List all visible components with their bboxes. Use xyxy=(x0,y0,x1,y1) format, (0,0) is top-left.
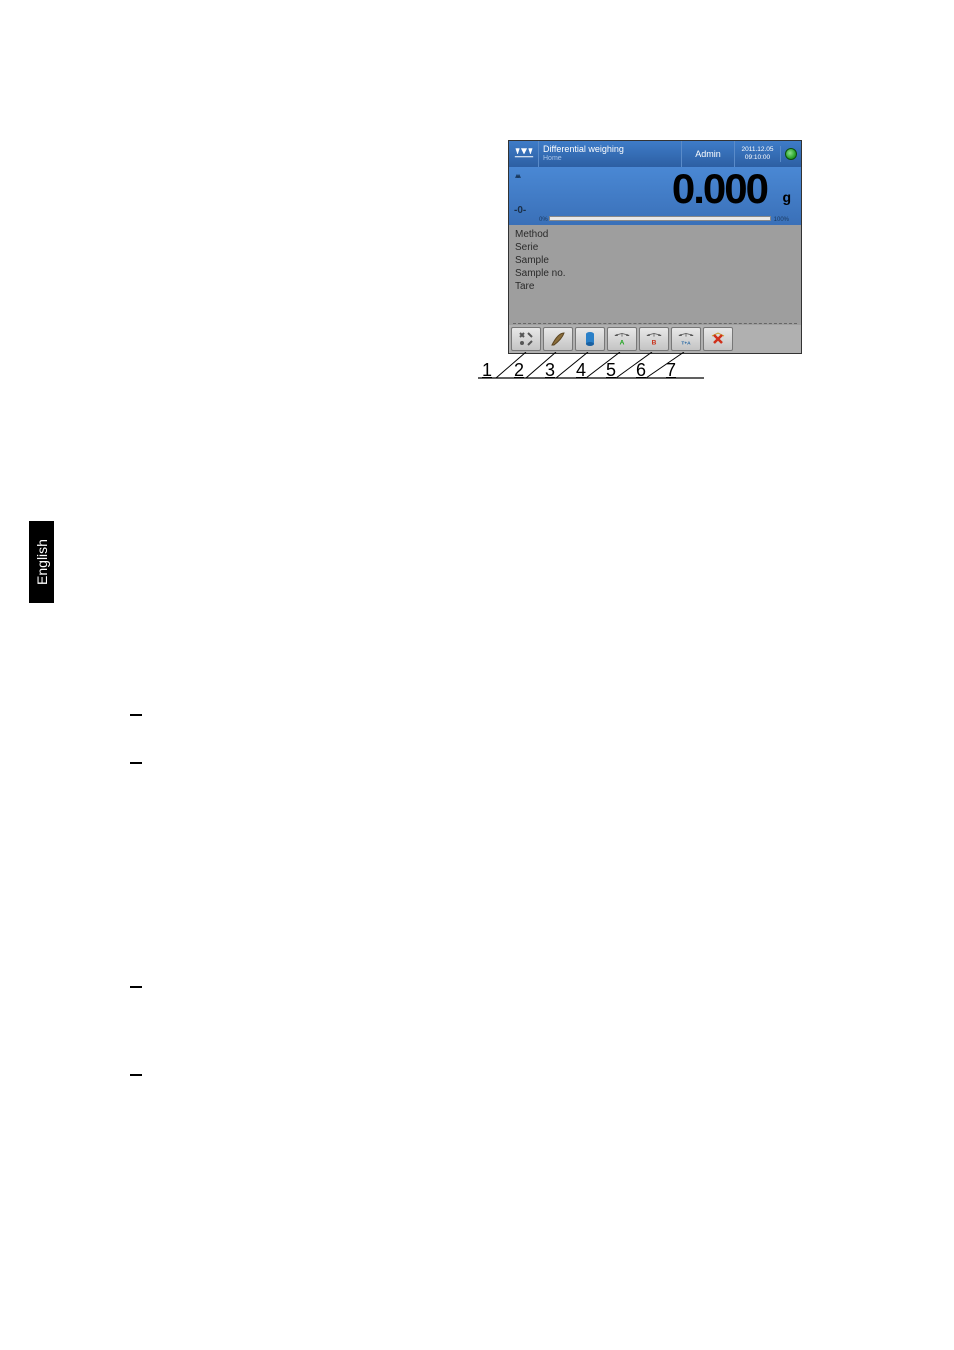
weigh-ta-button[interactable]: T+A xyxy=(671,327,701,351)
database-icon xyxy=(581,330,599,348)
feather-icon xyxy=(549,330,567,348)
weigh-b-button[interactable]: B xyxy=(639,327,669,351)
weight-value: 0.000 xyxy=(672,165,767,213)
status-led-icon xyxy=(785,148,797,160)
capacity-bar xyxy=(549,216,771,221)
bar-max-label: 100% xyxy=(774,217,789,223)
language-tab: English xyxy=(29,521,54,603)
info-method: Method xyxy=(515,228,795,241)
info-sample-no: Sample no. xyxy=(515,267,795,280)
callout-5: 5 xyxy=(606,360,616,381)
svg-text:A: A xyxy=(620,339,625,346)
info-panel: Method Serie Sample Sample no. Tare xyxy=(509,225,801,323)
callout-2: 2 xyxy=(514,360,524,381)
callout-3: 3 xyxy=(545,360,555,381)
weigh-a-button[interactable]: A xyxy=(607,327,637,351)
balance-a-icon: A xyxy=(613,330,631,348)
status-indicator xyxy=(781,148,801,160)
callout-1: 1 xyxy=(482,360,492,381)
balance-ta-icon: T+A xyxy=(677,330,695,348)
callout-7: 7 xyxy=(666,360,676,381)
bullet-dash xyxy=(130,762,142,764)
app-title: Differential weighing xyxy=(543,145,681,155)
bar-min-label: 0% xyxy=(539,217,548,223)
delete-icon xyxy=(709,330,727,348)
bullet-dash xyxy=(130,986,142,988)
svg-text:B: B xyxy=(652,339,657,346)
callout-4: 4 xyxy=(576,360,586,381)
print-button[interactable] xyxy=(543,327,573,351)
settings-button[interactable] xyxy=(511,327,541,351)
info-sample: Sample xyxy=(515,254,795,267)
balance-b-icon: B xyxy=(645,330,663,348)
weight-display: ▴▴ -0- 0.000 g 0% 100% xyxy=(509,167,801,225)
info-tare: Tare xyxy=(515,280,795,293)
stability-icon: ▴▴ xyxy=(515,171,519,180)
callout-6: 6 xyxy=(636,360,646,381)
device-screen: Differential weighing Home Admin 2011.12… xyxy=(508,140,802,354)
bullet-dash xyxy=(130,1074,142,1076)
info-serie: Serie xyxy=(515,241,795,254)
app-icon[interactable] xyxy=(509,141,539,167)
date-value: 2011.12.05 xyxy=(741,146,773,154)
delete-button[interactable] xyxy=(703,327,733,351)
datetime-display: 2011.12.05 09:10:00 xyxy=(735,146,781,162)
unit-label: g xyxy=(782,189,791,205)
breadcrumb: Home xyxy=(543,155,681,163)
zero-indicator: -0- xyxy=(514,205,526,216)
database-button[interactable] xyxy=(575,327,605,351)
svg-text:T+A: T+A xyxy=(681,340,691,346)
user-button[interactable]: Admin xyxy=(681,141,735,167)
language-label: English xyxy=(34,539,50,585)
header-title-box: Differential weighing Home xyxy=(539,145,681,163)
bullet-dash xyxy=(130,714,142,716)
time-value: 09:10:00 xyxy=(745,154,770,162)
toolbar: A B T+A xyxy=(509,325,801,353)
header-bar: Differential weighing Home Admin 2011.12… xyxy=(509,141,801,167)
tools-icon xyxy=(517,330,535,348)
